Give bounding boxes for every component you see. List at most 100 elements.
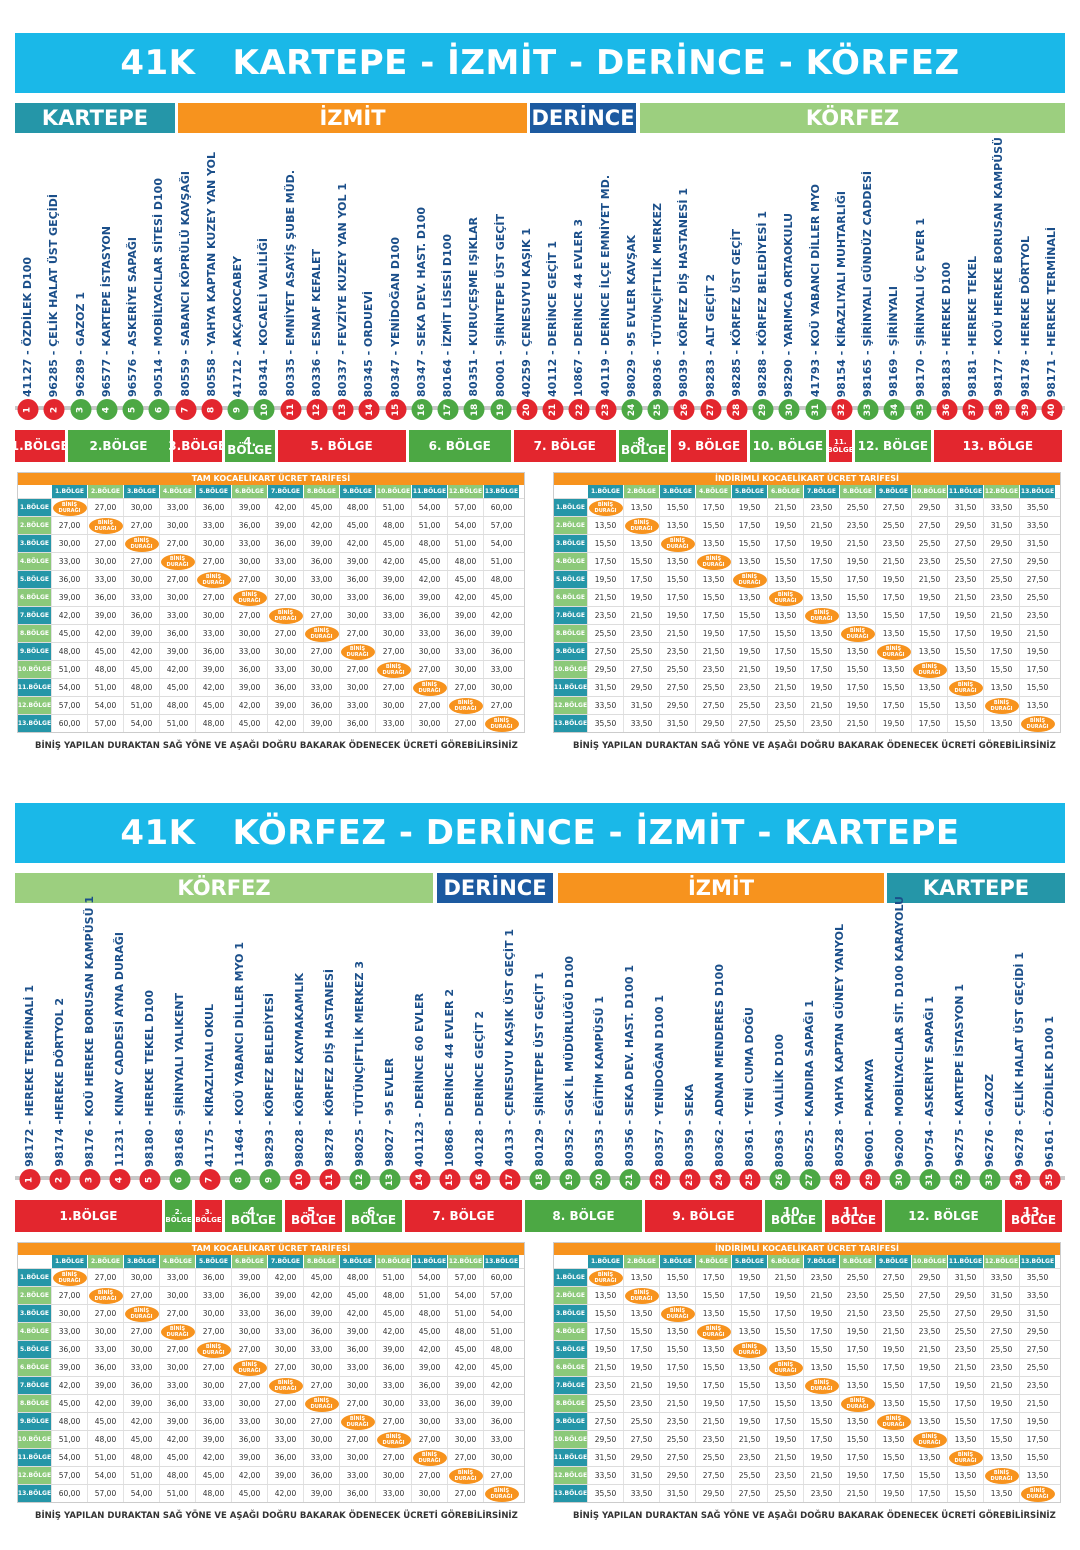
fare-value: 54,00 xyxy=(418,1273,441,1282)
stop-item[interactable]: 98170 - ŞİRİNYALI ÜÇ EVER 1 35 xyxy=(908,140,934,425)
stop-item[interactable]: 80357 - YENİDOĞAN D100 1 22 xyxy=(645,910,675,1195)
stop-item[interactable]: 96200 - MOBİLYACILAR SİT. D100 KARAYOLU 3… xyxy=(885,896,915,1195)
stop-item[interactable]: 80528 - YAHYA KAPTAN GÜNEY YANYOL 28 xyxy=(825,910,855,1195)
stop-item[interactable]: 80341 - KOCAELİ VALİLİĞİ 10 xyxy=(251,140,277,425)
fare-cell: 13,50 xyxy=(803,589,839,606)
stop-item[interactable]: 98154 - KİRAZLIYALI MUHTARLIĞI 32 xyxy=(829,140,855,425)
stop-item[interactable]: 40128 - DERİNCE GEÇİT 2 16 xyxy=(465,910,495,1195)
stop-item[interactable]: 96161 - ÖZDİLEK D100 1 35 xyxy=(1035,910,1065,1195)
stop-item[interactable]: 96276 - GAZOZ 33 xyxy=(975,910,1005,1195)
stop-item[interactable]: 40133 - ÇENESUYU KAŞIK ÜST GEÇİT 1 17 xyxy=(495,910,525,1195)
stop-item[interactable]: 98283 - ALT GEÇİT 2 27 xyxy=(698,140,724,425)
fare-value: 36,00 xyxy=(166,1399,189,1408)
fare-cell: 39,00 xyxy=(231,1449,267,1466)
fare-value: 54,00 xyxy=(490,1309,513,1318)
stop-item[interactable]: 80347 - SEKA DEV. HAST. D100 16 xyxy=(409,140,435,425)
stop-item[interactable]: 98168 - ŞİRİNYALI YALIKENT 6 xyxy=(165,910,195,1195)
stop-item[interactable]: 80352 - SGK İL MÜDÜRLÜĞÜ D100 19 xyxy=(555,910,585,1195)
stop-item[interactable]: 98171 - HEREKE TERMİNALİ 40 xyxy=(1039,140,1065,425)
stop-item[interactable]: 98169 - ŞİRİNYALI 34 xyxy=(881,140,907,425)
fare-cell: 42,00 xyxy=(483,1377,519,1394)
stop-name: 98027 - 95 EVLER xyxy=(383,1058,396,1167)
fare-cell: 17,50 xyxy=(767,535,803,552)
stop-item[interactable]: 98165 - ŞİRİNYALI GÜNDÜZ CADDESİ 33 xyxy=(855,140,881,425)
stop-item[interactable]: 41127 - ÖZDİLEK D100 1 xyxy=(15,140,41,425)
fare-value: 13,50 xyxy=(666,521,689,530)
fare-cell: 31,50 xyxy=(1019,535,1055,552)
fare-value: 25,50 xyxy=(954,557,977,566)
stop-item[interactable]: 80001 - ŞİRİNTEPE ÜST GEÇİT 19 xyxy=(488,140,514,425)
fare-cell: 23,50 xyxy=(767,697,803,714)
stop-item[interactable]: 80362 - ADNAN MENDERES D100 24 xyxy=(705,910,735,1195)
boarding-stop-badge: BİNİŞ DURAĞI xyxy=(484,1485,519,1502)
fare-cell: 25,50 xyxy=(767,1485,803,1502)
stop-item[interactable]: 96285 - ÇELİK HALAT ÜST GEÇİDİ 2 xyxy=(41,140,67,425)
stop-item[interactable]: 98183 - HEREKE D100 36 xyxy=(934,140,960,425)
stop-item[interactable]: 98036 - TÜTÜNÇİFTLİK MERKEZ 25 xyxy=(645,140,671,425)
stop-item[interactable]: 80356 - SEKA DEV. HAST. D100 1 21 xyxy=(615,910,645,1195)
stop-item[interactable]: 90514 - MOBİLYACILAR SİTESİ D100 6 xyxy=(146,140,172,425)
stop-item[interactable]: 80164 - İZMİT LİSESİ D100 17 xyxy=(435,140,461,425)
stop-item[interactable]: 98027 - 95 EVLER 13 xyxy=(375,910,405,1195)
table-title: TAM KOCAELİKART ÜCRET TARİFESİ xyxy=(18,1243,524,1255)
fare-cell: 23,50 xyxy=(983,1359,1019,1376)
stop-item[interactable]: 80559 - SABANCI KÖPRÜLÜ KAVŞAĞI 7 xyxy=(173,140,199,425)
stop-item[interactable]: 80337 - FEVZİYE KUZEY YAN YOL 1 13 xyxy=(330,140,356,425)
fare-cell: 42,00 xyxy=(267,1269,303,1286)
stop-item[interactable]: 98285 - KÖRFEZ ÜST GEÇİT 28 xyxy=(724,140,750,425)
stop-item[interactable]: 41793 - KOÜ YABANCI DİLLER MYO 31 xyxy=(803,140,829,425)
stop-item[interactable]: 40112 - DERİNCE GEÇİT 1 21 xyxy=(540,140,566,425)
stop-item[interactable]: 90754 - ASKERİYE SAPAĞI 1 31 xyxy=(915,910,945,1195)
stop-name: 40133 - ÇENESUYU KAŞIK ÜST GEÇİT 1 xyxy=(503,929,516,1167)
stop-item[interactable]: 10867 - DERİNCE 44 EVLER 3 22 xyxy=(566,140,592,425)
stop-item[interactable]: 98293 - KÖRFEZ BELEDİYESİ 9 xyxy=(255,910,285,1195)
stop-item[interactable]: 80129 - ŞİRİNTEPE ÜST GEÇİT 1 18 xyxy=(525,910,555,1195)
stop-item[interactable]: 96278 - ÇELİK HALAT ÜST GEÇİDİ 1 34 xyxy=(1005,910,1035,1195)
stop-number-badge: 29 xyxy=(859,1169,881,1190)
stop-item[interactable]: 96576 - ASKERİYE SAPAĞI 5 xyxy=(120,140,146,425)
stop-item[interactable]: 41712 - AKÇAKOCABEY 9 xyxy=(225,140,251,425)
stop-item[interactable]: 80335 - EMNİYET ASAYİŞ ŞUBE MÜD. 11 xyxy=(278,140,304,425)
stop-item[interactable]: 98181 - HEREKE TEKEL 37 xyxy=(960,140,986,425)
stop-item[interactable]: 98177 - KOÜ HEREKE BORUSAN KAMPÜSÜ 38 xyxy=(986,137,1012,425)
fare-cell: 13,50 xyxy=(983,1485,1019,1502)
fare-value: 17,50 xyxy=(702,611,725,620)
stop-item[interactable]: 80361 - YENİ CUMA DOĞU 25 xyxy=(735,910,765,1195)
stop-item[interactable]: 80359 - SEKA 23 xyxy=(675,910,705,1195)
stop-item[interactable]: 40119 - DERİNCE İLÇE EMNİYET MD. 23 xyxy=(593,140,619,425)
stop-item[interactable]: 96275 - KARTEPE İSTASYON 1 32 xyxy=(945,910,975,1195)
boarding-stop-badge: BİNİŞ DURAĞI xyxy=(196,1341,231,1358)
stop-item[interactable]: 80347 - YENİDOĞAN D100 15 xyxy=(383,140,409,425)
row-header-zone: 7.BÖLGE xyxy=(18,607,51,624)
stop-item[interactable]: 98180 - HEREKE TEKEL D100 5 xyxy=(135,910,165,1195)
stop-item[interactable]: 11231 - KINAY CADDESİ AYNA DURAĞI 4 xyxy=(105,910,135,1195)
stop-item[interactable]: 80353 - EĞİTİM KAMPÜSÜ 1 20 xyxy=(585,910,615,1195)
stop-item[interactable]: 41175 - KİRAZLIYALI OKUL 7 xyxy=(195,910,225,1195)
stop-item[interactable]: 98178 - HEREKE DÖRTYOL 39 xyxy=(1013,140,1039,425)
stop-item[interactable]: 80363 - VALİLİK D100 26 xyxy=(765,910,795,1195)
stop-item[interactable]: 80558 - YAHYA KAPTAN KUZEY YAN YOL 8 xyxy=(199,140,225,425)
stop-item[interactable]: 98039 - KÖRFEZ DİŞ HASTANESİ 1 26 xyxy=(671,140,697,425)
stop-item[interactable]: 98029 - 95 EVLER KAVŞAK 24 xyxy=(619,140,645,425)
stop-item[interactable]: 98290 - YARIMCA ORTAOKULU 30 xyxy=(776,140,802,425)
stop-item[interactable]: 401123 - DERİNCE 60 EVLER 14 xyxy=(405,910,435,1195)
stop-item[interactable]: 80525 - KANDIRA SAPAĞI 1 27 xyxy=(795,910,825,1195)
stop-item[interactable]: 10868 - DERİNCE 44 EVLER 2 15 xyxy=(435,910,465,1195)
stop-item[interactable]: 80351 - KURUÇEŞME IŞIKLAR 18 xyxy=(461,140,487,425)
stop-item[interactable]: 96001 - PAKMAYA 29 xyxy=(855,910,885,1195)
stop-item[interactable]: 98288 - KÖRFEZ BELEDİYESİ 1 29 xyxy=(750,140,776,425)
fare-value: 39,00 xyxy=(274,701,297,710)
stop-item[interactable]: 98278 - KÖRFEZ DİŞ HASTANESİ 11 xyxy=(315,910,345,1195)
stop-name: 80341 - KOCAELİ VALİLİĞİ xyxy=(257,238,271,397)
stop-item[interactable]: 40259 - ÇENESUYU KAŞIK 1 20 xyxy=(514,140,540,425)
stop-item[interactable]: 80336 - ESNAF KEFALET 12 xyxy=(304,140,330,425)
stop-item[interactable]: 80345 - ORDUEVİ 14 xyxy=(356,140,382,425)
stop-item[interactable]: 98025 - TÜTÜNÇİFTLİK MERKEZ 3 12 xyxy=(345,910,375,1195)
stop-item[interactable]: 96577 - KARTEPE İSTASYON 4 xyxy=(94,140,120,425)
stop-item[interactable]: 98028 - KÖRFEZ KAYMAKAMLIK 10 xyxy=(285,910,315,1195)
